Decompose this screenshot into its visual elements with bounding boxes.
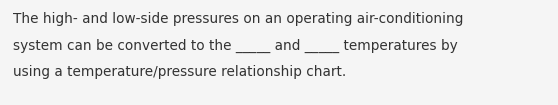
Text: The high- and low-side pressures on an operating air-conditioning: The high- and low-side pressures on an o… bbox=[13, 12, 463, 26]
Text: using a temperature/pressure relationship chart.: using a temperature/pressure relationshi… bbox=[13, 65, 347, 79]
Text: system can be converted to the _____ and _____ temperatures by: system can be converted to the _____ and… bbox=[13, 39, 458, 53]
